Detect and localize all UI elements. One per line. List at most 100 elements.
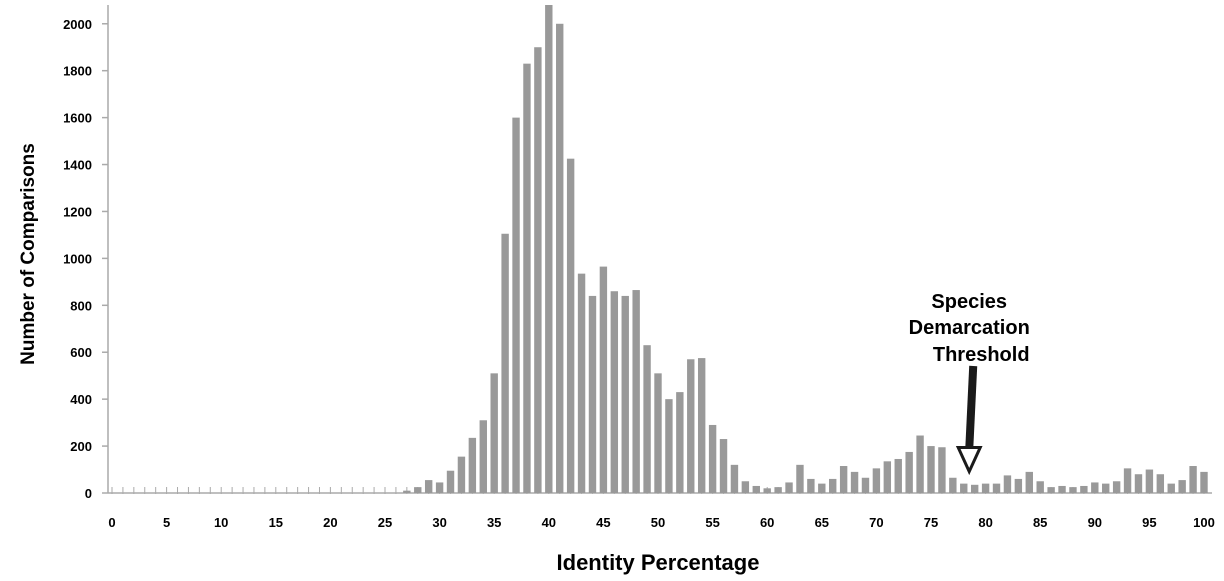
histogram-bar <box>1025 471 1033 493</box>
x-tick-label: 65 <box>815 515 829 530</box>
histogram-bar <box>545 5 553 493</box>
histogram-bar <box>457 456 466 493</box>
arrow-shaft <box>965 365 978 450</box>
x-axis-title: Identity Percentage <box>557 550 760 575</box>
histogram-bar <box>1200 471 1208 493</box>
y-tick-label: 1800 <box>63 64 92 79</box>
histogram-bar <box>1134 474 1143 493</box>
y-tick-label: 400 <box>70 392 92 407</box>
histogram-bar <box>566 158 575 493</box>
x-tick-label: 0 <box>108 515 115 530</box>
histogram-bar <box>599 266 608 493</box>
histogram-bar <box>927 446 935 493</box>
histogram-bar <box>818 483 826 493</box>
histogram-bar <box>1167 483 1175 493</box>
histogram-bar <box>708 424 717 493</box>
histogram-bar <box>1102 483 1110 493</box>
x-tick-label: 5 <box>163 515 170 530</box>
histogram-bar <box>1112 481 1121 493</box>
x-tick-label: 95 <box>1142 515 1156 530</box>
x-tick-label: 40 <box>542 515 556 530</box>
histogram-bar <box>446 470 455 493</box>
histogram-bar <box>774 487 782 493</box>
histogram-bar <box>883 461 892 493</box>
x-tick-label: 35 <box>487 515 501 530</box>
histogram-bar <box>676 392 684 493</box>
histogram-bar <box>697 358 706 493</box>
histogram-bar <box>960 483 968 493</box>
histogram-bar <box>1047 487 1055 493</box>
histogram-bar <box>512 117 520 493</box>
histogram-bar <box>1189 466 1197 493</box>
histogram-bar <box>861 477 870 493</box>
histogram-bar <box>534 47 542 493</box>
histogram-bar <box>1178 480 1186 493</box>
histogram-bar <box>938 447 946 493</box>
x-tick-label: 80 <box>978 515 992 530</box>
annotation-line-2: Demarcation <box>909 317 1030 339</box>
y-tick-label: 1400 <box>63 158 92 173</box>
histogram-bar <box>556 23 564 494</box>
histogram-bar <box>1069 487 1077 493</box>
y-ticks: 0 200 400 600 800 1000 1200 1400 1600 1800 2000 <box>63 17 108 501</box>
histogram-bar <box>435 482 444 493</box>
histogram-bar <box>1156 474 1165 493</box>
histogram-bar <box>752 485 760 493</box>
histogram-bar <box>403 490 411 493</box>
histogram-bar <box>949 477 957 493</box>
species-demarcation-annotation: Species Demarcation Threshold <box>909 291 1030 476</box>
histogram-bar <box>577 273 586 493</box>
histogram-bar <box>479 420 487 493</box>
x-tick-label: 25 <box>378 515 392 530</box>
y-tick-label: 600 <box>70 345 92 360</box>
histogram-bar <box>905 451 913 493</box>
x-tick-label: 75 <box>924 515 938 530</box>
histogram-bar <box>829 478 837 493</box>
y-tick-label: 2000 <box>63 17 92 32</box>
histogram-bar <box>872 468 881 493</box>
y-tick-label: 0 <box>85 486 92 501</box>
bars <box>403 5 1208 494</box>
histogram-bar <box>970 484 979 493</box>
histogram-bar <box>665 399 673 493</box>
histogram-bar <box>490 373 498 493</box>
x-tick-label: 85 <box>1033 515 1047 530</box>
histogram-bar <box>796 464 804 493</box>
histogram-bar <box>850 471 859 493</box>
x-tick-label: 20 <box>323 515 337 530</box>
x-tick-label: 90 <box>1088 515 1102 530</box>
histogram-bar <box>1058 485 1066 493</box>
y-tick-label: 1600 <box>63 111 92 126</box>
x-tick-label: 45 <box>596 515 610 530</box>
histogram-bar <box>1036 481 1044 493</box>
histogram-bar <box>654 373 662 493</box>
x-tick-label: 10 <box>214 515 228 530</box>
histogram-bar <box>741 481 750 493</box>
y-tick-label: 800 <box>70 298 92 313</box>
x-tick-label: 15 <box>269 515 283 530</box>
histogram-bar <box>643 345 651 493</box>
x-tick-label: 55 <box>705 515 719 530</box>
histogram-bar <box>785 482 793 493</box>
x-tick-label: 30 <box>432 515 446 530</box>
histogram-bar <box>621 295 629 493</box>
histogram-bar <box>1003 475 1012 493</box>
histogram-bar <box>894 458 902 493</box>
histogram-bar <box>807 478 815 493</box>
histogram-bar <box>1145 469 1154 493</box>
histogram-bar <box>981 483 990 493</box>
arrow-head-icon <box>955 446 983 476</box>
histogram-bar <box>719 439 728 493</box>
histogram-bar <box>414 487 422 493</box>
histogram-bar <box>992 483 1001 493</box>
histogram-bar <box>1014 478 1023 493</box>
histogram-bar <box>424 480 433 493</box>
histogram-bar <box>523 63 531 494</box>
annotation-line-1: Species <box>931 291 1007 313</box>
histogram-bar <box>1091 482 1099 493</box>
histogram-bar <box>687 359 695 493</box>
x-tick-label: 60 <box>760 515 774 530</box>
histogram-bar <box>1123 468 1132 493</box>
histogram-bar <box>501 233 509 493</box>
